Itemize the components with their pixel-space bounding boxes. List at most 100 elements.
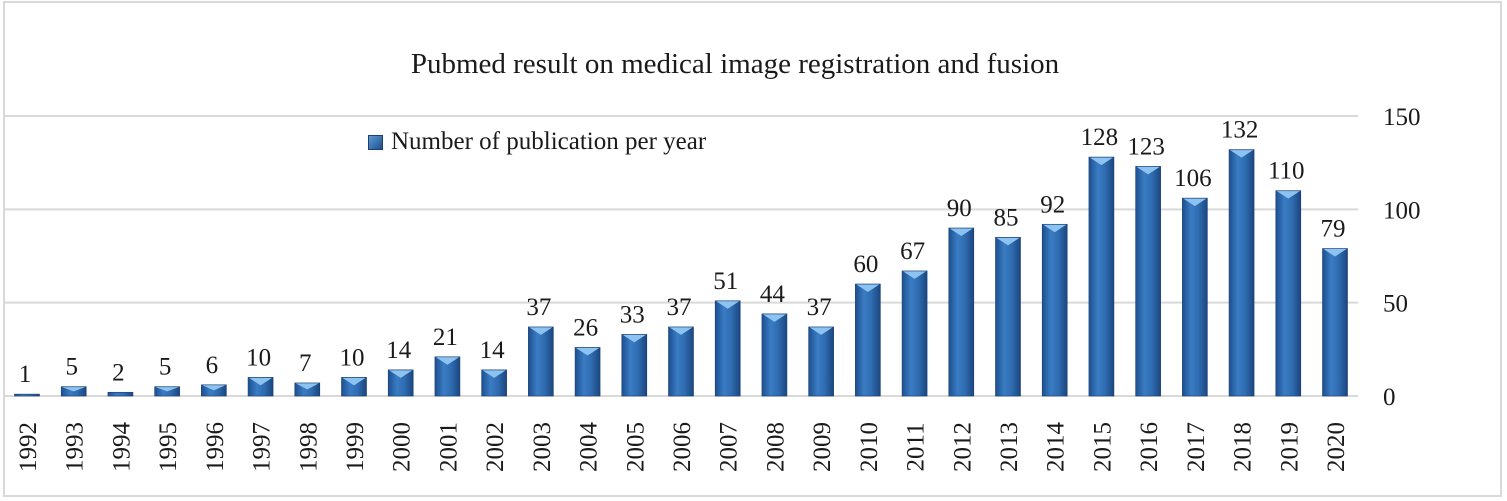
bar bbox=[714, 300, 741, 397]
bar bbox=[668, 326, 694, 397]
legend-swatch bbox=[368, 134, 383, 150]
bar-highlight bbox=[996, 237, 1020, 246]
x-tick-label: 1993 bbox=[62, 422, 89, 472]
bar bbox=[1088, 156, 1115, 397]
x-tick-label: 1996 bbox=[202, 422, 229, 472]
bar bbox=[808, 326, 834, 397]
data-label: 79 bbox=[1321, 216, 1346, 243]
data-label: 7 bbox=[299, 350, 312, 377]
data-label: 5 bbox=[65, 354, 78, 381]
data-label: 123 bbox=[1127, 133, 1165, 160]
bar-highlight bbox=[155, 387, 179, 392]
x-tick-label: 2003 bbox=[529, 422, 556, 472]
x-tick-label: 2019 bbox=[1276, 422, 1303, 472]
bar-highlight bbox=[856, 284, 880, 292]
bar-highlight bbox=[295, 383, 319, 390]
bar bbox=[154, 386, 180, 397]
x-tick-label: 1992 bbox=[15, 422, 42, 472]
data-label: 37 bbox=[807, 294, 832, 321]
data-label: 14 bbox=[386, 337, 412, 364]
bar bbox=[574, 347, 601, 397]
data-label: 21 bbox=[433, 324, 458, 351]
y-tick-label: 150 bbox=[1383, 104, 1421, 131]
bar bbox=[201, 384, 227, 397]
chart-frame bbox=[3, 1, 1502, 497]
bar bbox=[107, 391, 134, 397]
x-tick-label: 2015 bbox=[1089, 422, 1116, 472]
bar bbox=[481, 369, 507, 397]
bar bbox=[387, 369, 414, 397]
x-tick-label: 1995 bbox=[155, 422, 182, 472]
x-tick-label: 2011 bbox=[903, 422, 930, 471]
data-label: 90 bbox=[947, 195, 972, 222]
x-tick-label: 2007 bbox=[716, 422, 743, 472]
bar-highlight bbox=[435, 357, 459, 365]
data-label: 110 bbox=[1268, 158, 1305, 185]
data-label: 132 bbox=[1221, 117, 1259, 144]
x-tick-label: 2016 bbox=[1136, 422, 1163, 472]
chart-title: Pubmed result on medical image registrat… bbox=[410, 48, 1060, 80]
x-tick-label: 2000 bbox=[389, 422, 416, 472]
bar-highlight bbox=[389, 370, 413, 378]
data-label: 2 bbox=[112, 359, 125, 386]
data-label: 6 bbox=[206, 352, 219, 379]
x-tick-label: 2001 bbox=[435, 422, 462, 472]
x-tick-label: 2017 bbox=[1183, 422, 1210, 472]
bar-highlight bbox=[1323, 249, 1347, 257]
data-label: 37 bbox=[667, 294, 692, 321]
bar-highlight bbox=[1136, 166, 1160, 175]
x-tick-label: 2009 bbox=[809, 422, 836, 472]
bar bbox=[14, 393, 40, 397]
x-tick-label: 2008 bbox=[762, 422, 789, 472]
data-label: 44 bbox=[760, 281, 786, 308]
legend-label: Number of publication per year bbox=[391, 128, 707, 155]
data-label: 60 bbox=[853, 251, 878, 278]
x-tick-label: 1999 bbox=[342, 422, 369, 472]
data-label: 67 bbox=[900, 238, 925, 265]
bar bbox=[761, 313, 788, 397]
legend: Number of publication per year bbox=[368, 128, 706, 156]
x-tick-label: 2006 bbox=[669, 422, 696, 472]
bar-highlight bbox=[249, 377, 273, 386]
x-tick-label: 2012 bbox=[949, 422, 976, 472]
bar bbox=[60, 386, 87, 397]
data-label: 51 bbox=[713, 268, 738, 295]
data-label: 26 bbox=[573, 314, 598, 341]
x-tick-label: 2013 bbox=[996, 422, 1023, 472]
data-label: 5 bbox=[159, 354, 172, 381]
bar-highlight bbox=[1276, 191, 1300, 199]
x-tick-label: 2018 bbox=[1230, 422, 1257, 472]
bar bbox=[528, 326, 554, 397]
bar-highlight bbox=[342, 377, 366, 386]
bar-highlight bbox=[1183, 198, 1207, 207]
bar-highlight bbox=[716, 301, 740, 309]
bar bbox=[341, 377, 367, 397]
bar bbox=[1322, 248, 1348, 397]
bar-highlight bbox=[669, 327, 693, 335]
x-tick-label: 1998 bbox=[295, 422, 322, 472]
y-tick-label: 50 bbox=[1383, 291, 1408, 318]
bar bbox=[1275, 190, 1302, 397]
bar-highlight bbox=[1230, 150, 1254, 158]
data-label: 10 bbox=[340, 344, 365, 371]
bar bbox=[621, 334, 648, 397]
x-tick-label: 2005 bbox=[622, 422, 649, 472]
data-label: 10 bbox=[246, 344, 271, 371]
data-label: 37 bbox=[526, 294, 551, 321]
x-tick-label: 1994 bbox=[108, 422, 135, 473]
bar-highlight bbox=[576, 347, 600, 356]
data-label: 92 bbox=[1040, 191, 1065, 218]
data-label: 14 bbox=[480, 337, 506, 364]
bar bbox=[901, 270, 928, 397]
bar bbox=[1041, 223, 1068, 397]
bar bbox=[948, 227, 975, 397]
bar-highlight bbox=[1043, 224, 1067, 233]
x-tick-label: 2004 bbox=[576, 422, 603, 473]
bar-highlight bbox=[762, 314, 786, 322]
data-label: 106 bbox=[1174, 165, 1212, 192]
bar-highlight bbox=[809, 327, 833, 335]
bar bbox=[434, 356, 461, 397]
bar bbox=[247, 377, 274, 397]
bar bbox=[995, 237, 1021, 397]
